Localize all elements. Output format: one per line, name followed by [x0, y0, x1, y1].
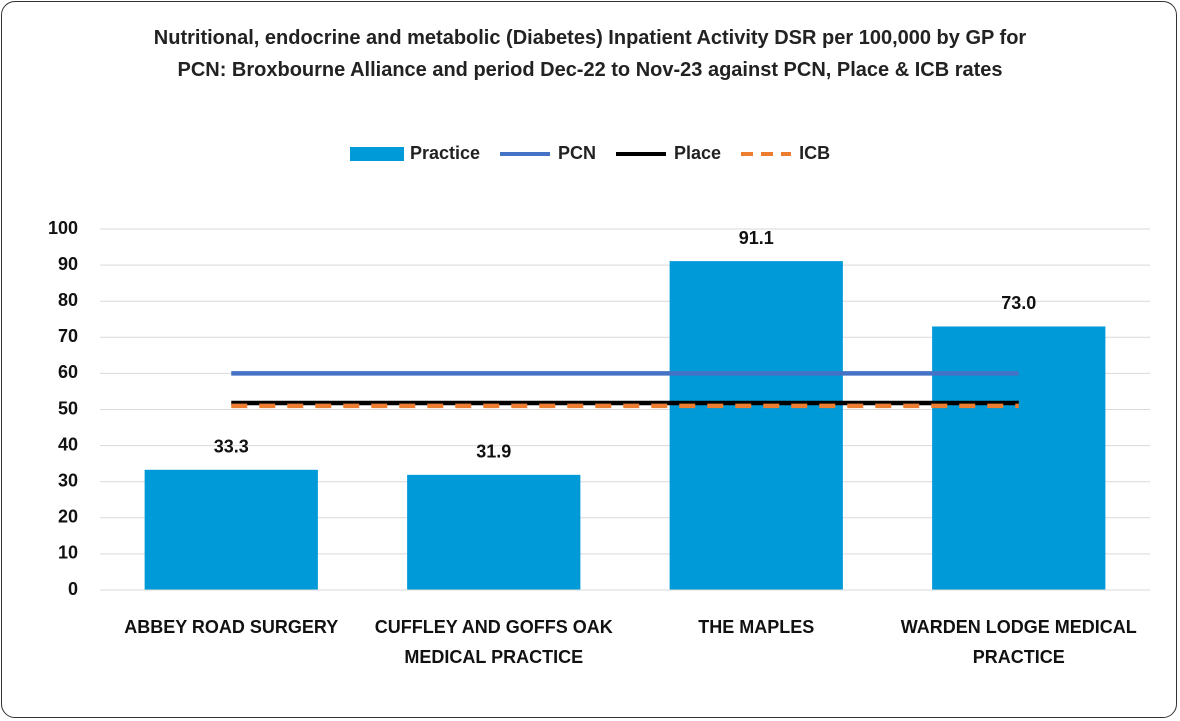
- y-tick-label: 20: [58, 507, 78, 527]
- chart-title: Nutritional, endocrine and metabolic (Di…: [153, 27, 1027, 81]
- legend-item: Place: [614, 143, 721, 164]
- bar: [407, 474, 581, 590]
- legend-swatch: [616, 151, 667, 156]
- y-tick-label: 70: [58, 326, 78, 346]
- x-tick-label: CUFFLEY AND GOFFS OAK MEDICAL PRACTICE: [374, 617, 613, 667]
- data-label: 73.0: [1001, 293, 1036, 313]
- y-tick-label: 40: [58, 434, 78, 454]
- legend-item: PCN: [498, 143, 596, 164]
- legend-label: Place: [674, 143, 722, 163]
- x-tick-label: WARDEN LODGE MEDICAL PRACTICE: [900, 617, 1137, 667]
- y-tick-label: 50: [58, 398, 78, 418]
- bar: [669, 261, 843, 590]
- legend-swatch: [500, 151, 550, 156]
- data-label: 33.3: [214, 437, 249, 457]
- legend-swatch-bar: [349, 146, 404, 161]
- x-tick-label: THE MAPLES: [698, 617, 815, 637]
- data-label: 91.1: [739, 228, 774, 248]
- y-tick-label: 80: [58, 290, 78, 310]
- y-tick-label: 90: [58, 254, 78, 274]
- legend: Practice PCN Place ICB: [0, 143, 1180, 164]
- y-tick-label: 100: [48, 218, 78, 238]
- legend-label: PCN: [558, 143, 597, 163]
- y-tick-label: 10: [58, 543, 78, 563]
- legend-swatch: [349, 146, 404, 161]
- y-tick-label: 60: [58, 362, 78, 382]
- legend-item: Practice: [349, 143, 480, 164]
- data-label: 31.9: [476, 442, 511, 462]
- legend-label: Practice: [409, 143, 480, 163]
- legend-label: ICB: [799, 143, 831, 163]
- bar: [144, 469, 318, 590]
- x-tick-label: ABBEY ROAD SURGERY: [124, 617, 339, 637]
- y-tick-label: 30: [58, 470, 78, 490]
- legend-item: ICB: [739, 143, 830, 164]
- bar: [932, 326, 1106, 590]
- y-tick-label: 0: [68, 579, 78, 599]
- legend-swatch: [741, 151, 792, 156]
